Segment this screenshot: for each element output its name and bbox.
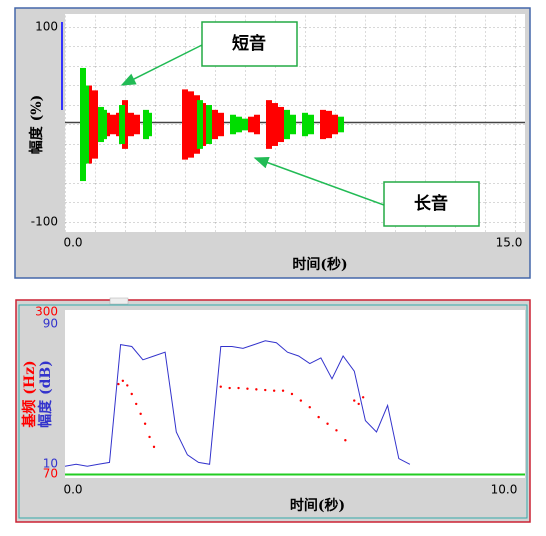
wave-burst [212, 109, 218, 140]
tab [109, 297, 129, 305]
pitch-dot [246, 387, 249, 390]
pitch-dot [308, 406, 311, 409]
plot-area [65, 310, 525, 478]
x-tick-label: 15.0 [496, 236, 523, 250]
wave-burst [218, 112, 224, 137]
pitch-dot [264, 388, 267, 392]
y-tick-label: 100 [35, 20, 58, 34]
wave-burst [230, 114, 236, 135]
pitch-dot [344, 439, 347, 442]
y-tick-label: -100 [31, 215, 58, 229]
wave-burst [134, 114, 140, 135]
wave-burst [197, 100, 203, 149]
wave-burst [266, 100, 272, 149]
wave-burst [128, 112, 134, 137]
annotation-arrow [253, 156, 385, 206]
pitch-dot [353, 399, 356, 402]
x-tick-label: 0.0 [63, 483, 82, 497]
wave-burst [290, 114, 296, 135]
x-axis-title: 时间(秒) [290, 497, 345, 514]
annotation-box [383, 181, 480, 227]
wave-burst [146, 112, 152, 137]
pitch-dot [139, 412, 142, 416]
wave-burst [320, 109, 326, 140]
y2-tick-label: 10 [43, 457, 58, 471]
wave-burst [302, 112, 308, 137]
wave-burst [308, 114, 314, 135]
pitch-dot [255, 388, 258, 391]
wave-burst [272, 103, 278, 146]
pitch-dot [126, 384, 129, 387]
wave-burst [206, 105, 212, 144]
pitch-dot [281, 389, 285, 392]
pitch-dot [117, 382, 120, 386]
x-axis-title: 时间(秒) [292, 256, 347, 273]
pitch-dot [135, 402, 138, 406]
y2-tick-label: 90 [43, 317, 58, 331]
pitch-dot [148, 435, 151, 439]
wave-burst [254, 114, 260, 135]
wave-burst [338, 116, 344, 133]
pitch-dot [121, 379, 125, 382]
wave-burst [236, 116, 242, 133]
wave-burst [278, 106, 284, 143]
pitch-dot [361, 396, 365, 399]
pitch-dot [143, 422, 147, 425]
wave-burst [101, 109, 107, 140]
pitch-dot [130, 392, 133, 396]
y-tick-label: 70 [43, 467, 58, 481]
x-tick-label: 10.0 [491, 483, 518, 497]
annotation-arrow [120, 44, 203, 86]
wave-burst [248, 116, 254, 133]
panel-2-inner [18, 304, 528, 519]
annotation-text: 长音 [414, 193, 448, 214]
wave-burst [332, 114, 338, 135]
pitch-dot [299, 399, 303, 402]
pitch-dot [317, 415, 320, 419]
wave-burst [182, 89, 188, 160]
amplitude-line [64, 340, 411, 467]
annotation-box [201, 21, 298, 67]
wave-burst [119, 105, 125, 144]
wave-burst [284, 109, 290, 140]
y-tick-label: 300 [35, 305, 58, 319]
wave-burst [188, 91, 194, 158]
pitch-dot [272, 389, 276, 392]
wave-burst [92, 90, 98, 159]
y-axis-title: 幅度 (%) [28, 95, 45, 154]
y-axis-title: 基频 (Hz) [21, 360, 38, 427]
x-tick-label: 0.0 [63, 236, 82, 250]
wave-burst [83, 85, 89, 164]
pitch-dot [237, 386, 240, 390]
pitch-dot [335, 429, 338, 432]
pitch-dot [326, 422, 329, 425]
wave-burst [110, 114, 116, 135]
annotation-text: 短音 [232, 33, 266, 54]
wave-burst [326, 110, 332, 139]
pitch-dot [152, 445, 156, 449]
pitch-dot [228, 386, 231, 390]
pitch-dot [290, 392, 294, 396]
pitch-dot [357, 402, 360, 406]
pitch-dot [219, 385, 222, 388]
y2-axis-title: 幅度 (dB) [37, 360, 54, 428]
wave-burst [242, 118, 248, 131]
